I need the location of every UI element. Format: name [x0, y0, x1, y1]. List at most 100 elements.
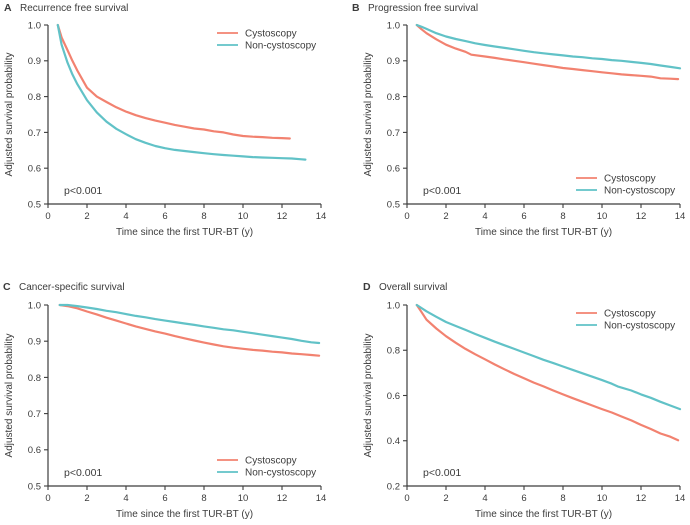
x-tick-label: 0 [45, 211, 50, 222]
panel-b-chart: B Progression free survival 1.0 0.9 0.8 0.7 0.… [352, 2, 686, 238]
panel-title: Recurrence free survival [20, 3, 128, 14]
y-tick-label: 0.6 [387, 391, 400, 402]
y-tick-label: 0.6 [387, 164, 400, 175]
p-value-label: p<0.001 [64, 467, 102, 479]
x-tick-label: 8 [560, 211, 565, 222]
x-tick-label: 4 [482, 211, 487, 222]
x-tick-label: 12 [636, 211, 647, 222]
panel-label: C [3, 281, 11, 293]
y-tick-label: 0.5 [28, 481, 41, 492]
x-tick-label: 2 [84, 493, 89, 504]
x-tick-label: 8 [560, 493, 565, 504]
x-tick-label: 14 [316, 211, 327, 222]
x-tick-label: 12 [277, 493, 288, 504]
survival-curve-cystoscopy [58, 303, 321, 357]
survival-curve-non-cystoscopy [56, 23, 307, 161]
panel-d-overall-survival: D Overall survival 1.0 0.8 0.6 0.4 0.2 0 2 4 6 8 10 1… [345, 262, 690, 525]
legend-label-cystoscopy: Cystoscopy [604, 309, 656, 320]
survival-curve-cystoscopy [415, 303, 680, 442]
panel-title: Cancer-specific survival [19, 282, 125, 293]
y-tick-label: 0.8 [28, 92, 41, 103]
x-axis-title: Time since the first TUR-BT (y) [475, 227, 612, 238]
x-tick-label: 8 [201, 493, 206, 504]
y-tick-label: 0.5 [28, 199, 41, 210]
y-axis-title: Adjusted survival probability [4, 334, 15, 458]
y-tick-label: 0.7 [28, 128, 41, 139]
x-tick-label: 10 [238, 493, 249, 504]
panel-d-chart: D Overall survival 1.0 0.8 0.6 0.4 0.2 0 2 4 6 8 10 1… [363, 281, 686, 520]
panel-c-chart: C Cancer-specific survival 1.0 0.9 0.8 0.7 0.6… [3, 281, 327, 520]
x-tick-label: 2 [84, 211, 89, 222]
x-tick-label: 8 [201, 211, 206, 222]
x-tick-label: 6 [521, 493, 526, 504]
survival-curve-non-cystoscopy [415, 303, 682, 411]
panel-b-progression-free-survival: B Progression free survival 1.0 0.9 0.8 0.7 0.… [345, 0, 690, 262]
y-tick-label: 1.0 [28, 300, 41, 311]
panel-c-cancer-specific-survival: C Cancer-specific survival 1.0 0.9 0.8 0.7 0.6… [0, 262, 345, 525]
x-tick-label: 4 [482, 493, 487, 504]
y-tick-label: 0.9 [28, 56, 41, 67]
y-tick-label: 0.7 [387, 128, 400, 139]
x-tick-label: 6 [162, 493, 167, 504]
x-tick-label: 6 [162, 211, 167, 222]
x-tick-label: 10 [597, 211, 608, 222]
x-tick-label: 14 [675, 211, 686, 222]
legend-label-non-cystoscopy: Non-cystoscopy [245, 468, 316, 479]
x-axis-title: Time since the first TUR-BT (y) [116, 227, 253, 238]
y-tick-label: 1.0 [28, 20, 41, 31]
x-tick-label: 10 [597, 493, 608, 504]
y-tick-label: 1.0 [387, 20, 400, 31]
x-tick-label: 2 [443, 211, 448, 222]
y-axis-title: Adjusted survival probability [363, 334, 374, 458]
y-axis-title: Adjusted survival probability [4, 53, 15, 177]
panel-title: Overall survival [379, 282, 447, 293]
y-tick-label: 0.8 [387, 346, 400, 357]
y-tick-label: 0.8 [28, 373, 41, 384]
y-tick-label: 0.7 [28, 409, 41, 420]
panel-title: Progression free survival [368, 3, 478, 14]
survival-curve-non-cystoscopy [415, 23, 682, 70]
legend-label-cystoscopy: Cystoscopy [604, 174, 656, 185]
y-axis-title: Adjusted survival probability [363, 53, 374, 177]
y-tick-label: 0.9 [28, 337, 41, 348]
panel-a-chart: A Recurrence free survival 1.0 0.9 0.8 0.7 0.6… [4, 2, 327, 238]
x-tick-label: 14 [675, 493, 686, 504]
panel-label: B [352, 2, 360, 14]
legend-label-non-cystoscopy: Non-cystoscopy [245, 41, 316, 52]
x-tick-label: 2 [443, 493, 448, 504]
x-tick-label: 12 [636, 493, 647, 504]
x-axis-title: Time since the first TUR-BT (y) [116, 509, 253, 520]
x-tick-label: 4 [123, 211, 128, 222]
legend-label-cystoscopy: Cystoscopy [245, 456, 297, 467]
p-value-label: p<0.001 [423, 467, 461, 479]
panel-label: A [4, 2, 12, 14]
legend-label-non-cystoscopy: Non-cystoscopy [604, 321, 675, 332]
x-tick-label: 12 [277, 211, 288, 222]
survival-curve-cystoscopy [56, 23, 291, 140]
x-tick-label: 14 [316, 493, 327, 504]
y-tick-label: 0.9 [387, 56, 400, 67]
y-tick-label: 0.6 [28, 445, 41, 456]
x-tick-label: 4 [123, 493, 128, 504]
x-tick-label: 0 [45, 493, 50, 504]
x-tick-label: 10 [238, 211, 249, 222]
legend-label-cystoscopy: Cystoscopy [245, 29, 297, 40]
y-tick-label: 0.4 [387, 436, 400, 447]
x-tick-label: 0 [404, 493, 409, 504]
p-value-label: p<0.001 [64, 185, 102, 197]
panel-label: D [363, 281, 371, 293]
y-tick-label: 0.5 [387, 199, 400, 210]
survival-curve-cystoscopy [415, 23, 680, 81]
y-tick-label: 0.2 [387, 481, 400, 492]
y-tick-label: 0.6 [28, 164, 41, 175]
x-tick-label: 0 [404, 211, 409, 222]
y-tick-label: 0.8 [387, 92, 400, 103]
survival-curve-non-cystoscopy [58, 303, 321, 345]
legend-label-non-cystoscopy: Non-cystoscopy [604, 186, 675, 197]
p-value-label: p<0.001 [423, 185, 461, 197]
x-tick-label: 6 [521, 211, 526, 222]
panel-a-recurrence-free-survival: A Recurrence free survival 1.0 0.9 0.8 0.7 0.6… [0, 0, 345, 262]
x-axis-title: Time since the first TUR-BT (y) [475, 509, 612, 520]
y-tick-label: 1.0 [387, 300, 400, 311]
